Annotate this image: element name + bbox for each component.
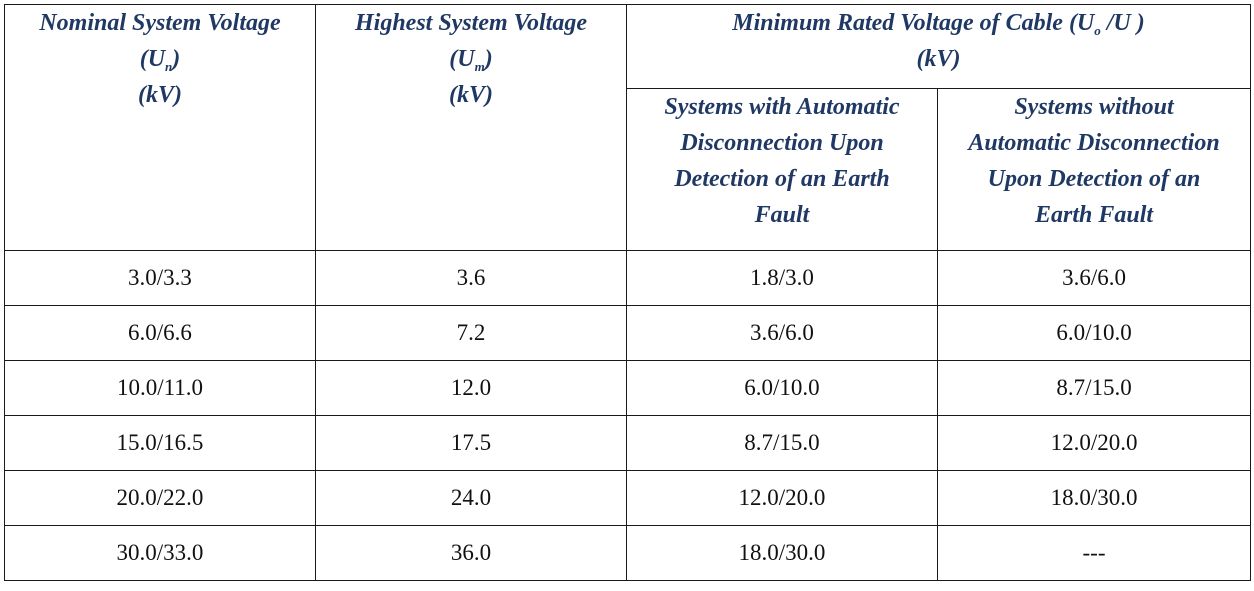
with-auto-disconnection-cell: 3.6/6.0 (626, 305, 938, 361)
without-auto-disconnection-cell: 18.0/30.0 (936, 470, 1252, 526)
header-without-auto-disconnection: Systems without Automatic Disconnection … (936, 88, 1252, 251)
nominal-voltage-cell: 10.0/11.0 (4, 360, 316, 416)
voltage-table: Nominal System Voltage (Un) (kV) Highest… (4, 4, 1252, 581)
highest-voltage-cell: 7.2 (315, 305, 627, 361)
nominal-voltage-cell: 6.0/6.6 (4, 305, 316, 361)
without-auto-disconnection-cell: 8.7/15.0 (936, 360, 1252, 416)
table-row: 30.0/33.0 36.0 18.0/30.0 --- (4, 525, 1252, 581)
table-row: 6.0/6.6 7.2 3.6/6.0 6.0/10.0 (4, 305, 1252, 361)
header-row-top: Nominal System Voltage (Un) (kV) Highest… (4, 4, 1252, 251)
header-highest-voltage: Highest System Voltage (Um) (kV) (315, 4, 627, 251)
table-row: 3.0/3.3 3.6 1.8/3.0 3.6/6.0 (4, 250, 1252, 306)
table-row: 15.0/16.5 17.5 8.7/15.0 12.0/20.0 (4, 415, 1252, 471)
with-auto-disconnection-cell: 1.8/3.0 (626, 250, 938, 306)
highest-voltage-cell: 36.0 (315, 525, 627, 581)
without-auto-disconnection-cell: 6.0/10.0 (936, 305, 1252, 361)
nominal-voltage-cell: 20.0/22.0 (4, 470, 316, 526)
table-row: 20.0/22.0 24.0 12.0/20.0 18.0/30.0 (4, 470, 1252, 526)
header-with-auto-disconnection: Systems with Automatic Disconnection Upo… (626, 88, 938, 251)
header-min-rated-voltage: Minimum Rated Voltage of Cable (Uo /U ) … (625, 4, 1252, 89)
highest-voltage-cell: 17.5 (315, 415, 627, 471)
highest-voltage-cell: 3.6 (315, 250, 627, 306)
with-auto-disconnection-cell: 12.0/20.0 (626, 470, 938, 526)
with-auto-disconnection-cell: 6.0/10.0 (626, 360, 938, 416)
highest-voltage-cell: 24.0 (315, 470, 627, 526)
with-auto-disconnection-cell: 18.0/30.0 (626, 525, 938, 581)
without-auto-disconnection-cell: 3.6/6.0 (936, 250, 1252, 306)
highest-voltage-cell: 12.0 (315, 360, 627, 416)
without-auto-disconnection-cell: 12.0/20.0 (936, 415, 1252, 471)
header-row-sub: Systems with Automatic Disconnection Upo… (5, 88, 1252, 251)
nominal-voltage-cell: 15.0/16.5 (4, 415, 316, 471)
nominal-voltage-cell: 30.0/33.0 (4, 525, 316, 581)
header-nominal-voltage: Nominal System Voltage (Un) (kV) (4, 4, 316, 251)
without-auto-disconnection-cell: --- (936, 525, 1252, 581)
with-auto-disconnection-cell: 8.7/15.0 (626, 415, 938, 471)
table-row: 10.0/11.0 12.0 6.0/10.0 8.7/15.0 (4, 360, 1252, 416)
nominal-voltage-cell: 3.0/3.3 (4, 250, 316, 306)
